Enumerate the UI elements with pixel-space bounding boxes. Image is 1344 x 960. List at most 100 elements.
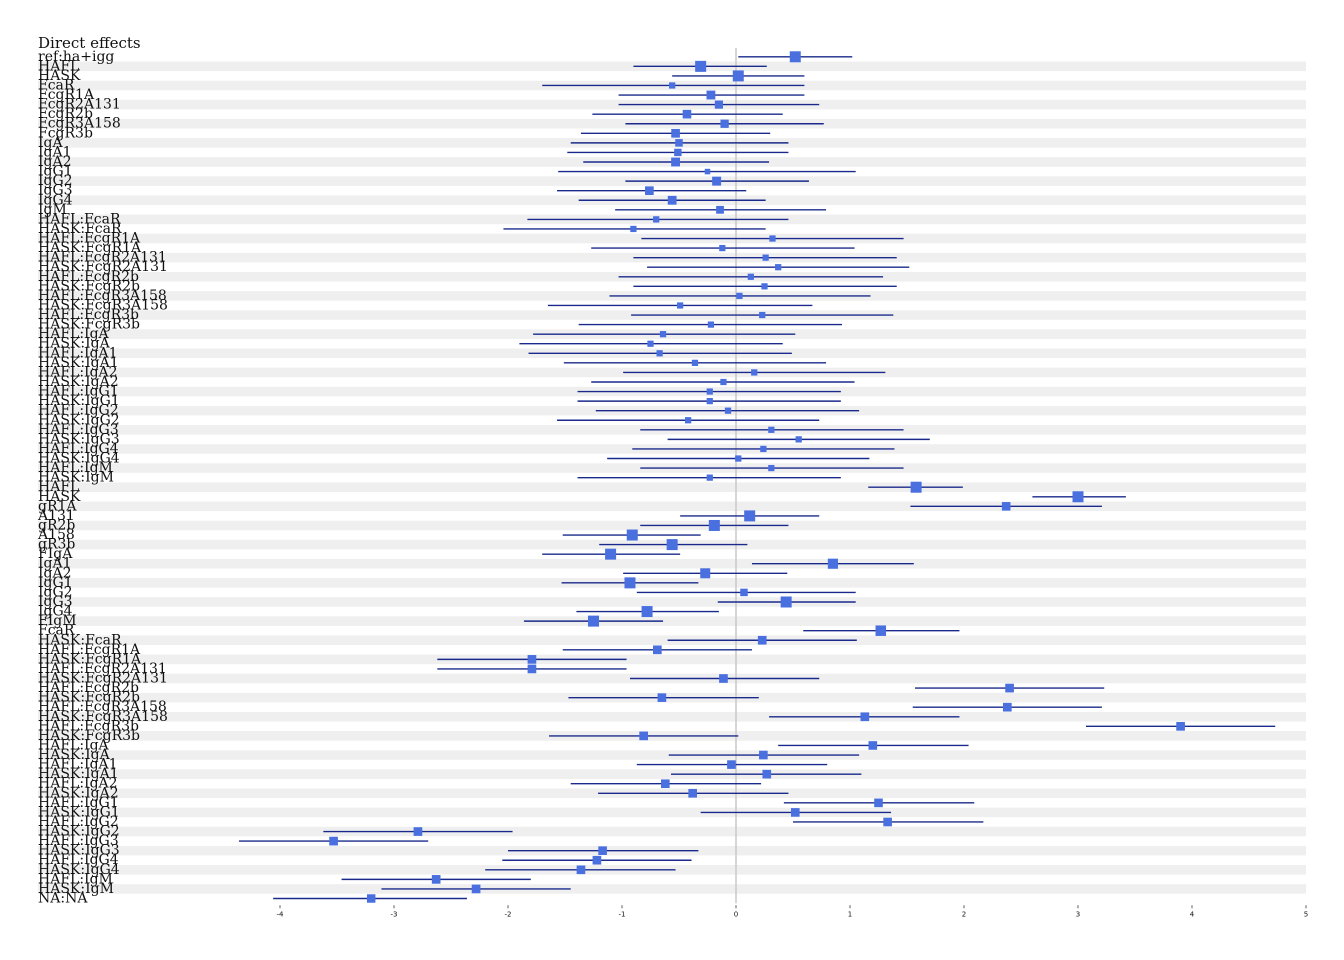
row-label: HAFL:IgA1: [38, 345, 118, 361]
row-label: HASK:FcaR: [38, 632, 122, 648]
row-band: [38, 826, 1306, 837]
row-label: HASK:IgA: [38, 747, 111, 763]
point-estimate: [413, 827, 423, 836]
row-band: [38, 482, 1306, 492]
row-band: [38, 616, 1306, 626]
point-estimate: [708, 519, 720, 531]
point-estimate: [762, 769, 772, 779]
row-label: HAFL:IgA: [38, 326, 110, 342]
row-label: HASK:IgA2: [38, 374, 119, 390]
x-tick-label: 5: [1304, 910, 1308, 918]
point-estimate: [1001, 502, 1011, 511]
point-estimate: [910, 481, 922, 493]
row-label: A158: [37, 527, 75, 543]
point-estimate: [656, 350, 663, 357]
point-estimate: [624, 577, 636, 589]
row-label: HASK:IgA1: [38, 355, 119, 371]
row-band: [38, 501, 1306, 512]
row-label: HAFL:IgA2: [38, 776, 118, 792]
point-estimate: [724, 407, 732, 414]
x-tick-label: -3: [391, 910, 398, 918]
point-estimate: [666, 539, 678, 551]
point-estimate: [688, 788, 697, 798]
point-estimate: [576, 865, 586, 875]
row-label: HAFL:IgM: [38, 871, 113, 887]
row-label: FcaR: [38, 77, 75, 93]
row-label: HAFL:FcgR3b: [38, 718, 139, 734]
point-estimate: [768, 464, 775, 472]
row-label: HASK:IgM: [38, 881, 114, 897]
x-axis: -4 -3 -2 -1 0 1 2 3 4 5: [277, 905, 1308, 918]
point-estimate: [757, 635, 767, 645]
point-estimate: [653, 645, 662, 655]
row-label: gR1A: [38, 498, 77, 514]
point-estimate: [720, 378, 727, 386]
point-estimate: [700, 568, 711, 579]
point-estimate: [706, 474, 713, 481]
row-label: HASK:FcgR1A: [38, 240, 142, 256]
point-estimate: [671, 157, 680, 167]
row-label: IgG2: [38, 584, 73, 600]
row-label: HAFL: [38, 58, 79, 74]
row-label: IgG4: [38, 192, 73, 208]
point-estimate: [727, 760, 736, 769]
row-label: HAFL:FcgR2A131: [38, 250, 167, 266]
point-estimate: [883, 817, 892, 827]
row-label: HASK:FcgR3A158: [38, 709, 168, 725]
row-label: HAFL:IgA: [38, 737, 110, 753]
point-estimate: [874, 798, 883, 808]
row-label: HASK: [38, 68, 81, 84]
row-label: IgG3: [38, 183, 73, 199]
row-label: A131: [37, 508, 75, 524]
point-estimate: [431, 875, 441, 884]
point-estimate: [759, 750, 768, 760]
point-estimate: [639, 731, 648, 741]
row-label: HASK:IgG2: [38, 412, 120, 428]
point-estimate: [744, 510, 756, 522]
point-estimate: [329, 836, 338, 846]
row-label: FcgR2b: [38, 106, 93, 122]
row-label: HAFL:IgG3: [38, 833, 119, 849]
point-estimate: [712, 176, 722, 186]
point-estimate: [780, 596, 792, 608]
row-label: HAFL:IgG1: [38, 384, 119, 400]
row-label: HAFL:FcgR2b: [38, 680, 139, 696]
point-estimate: [827, 558, 838, 569]
row-label: HAFL:IgG4: [38, 441, 119, 457]
row-label: HASK:IgA1: [38, 766, 119, 782]
point-estimate: [1176, 722, 1185, 731]
row-label: HAFL:IgG4: [38, 852, 119, 868]
row-label: FcgR2A131: [38, 97, 121, 113]
row-label: IgA: [38, 135, 63, 151]
point-estimate: [645, 186, 654, 196]
point-estimate: [789, 51, 801, 63]
point-estimate: [707, 321, 715, 328]
point-estimate: [714, 100, 723, 109]
point-estimate: [588, 615, 599, 627]
row-label: HAFL:FcgR3A158: [38, 288, 167, 304]
point-estimate: [868, 741, 878, 750]
point-estimate: [736, 292, 743, 300]
point-estimate: [775, 264, 782, 271]
row-label: HASK:IgG1: [38, 804, 120, 820]
point-estimate: [677, 302, 684, 309]
point-estimate: [751, 369, 758, 376]
row-label: HAFL:FcgR3b: [38, 307, 139, 323]
row-label: IgA2: [38, 154, 72, 170]
row-label: HASK:FcaR: [38, 221, 122, 237]
point-estimate: [720, 119, 729, 128]
row-band: [38, 711, 1306, 722]
x-tick-label: 0: [734, 910, 738, 918]
row-label: HASK:FcgR2A131: [38, 259, 168, 275]
x-tick-label: 4: [1190, 910, 1195, 918]
point-estimate: [669, 82, 676, 89]
point-estimate: [667, 195, 677, 205]
row-label: FcaR: [38, 623, 75, 639]
point-estimate: [761, 283, 768, 290]
point-estimate: [760, 445, 767, 453]
row-label: IgG1: [38, 575, 73, 591]
point-estimate: [653, 216, 660, 223]
point-estimate: [626, 529, 638, 541]
row-band: [38, 807, 1306, 818]
x-tick-label: -4: [277, 910, 285, 918]
